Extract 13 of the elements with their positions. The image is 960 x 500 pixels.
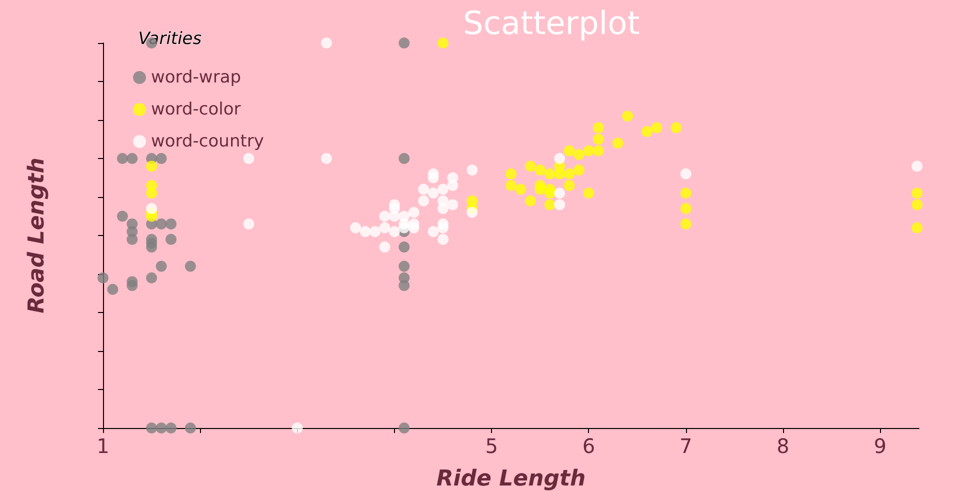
chart-title: Scatterplot	[463, 4, 640, 42]
legend-label: word-wrap	[151, 68, 242, 88]
legend-label: word-country	[151, 132, 264, 152]
x-tick-label: 9	[874, 434, 887, 458]
legend-label: word-color	[151, 100, 241, 120]
y-axis-title: Road Length	[24, 158, 50, 314]
x-tick-label: 5	[485, 434, 498, 458]
x-tick-label: 6	[582, 434, 596, 458]
x-tick-label: 7	[679, 434, 692, 458]
legend-title: Varities	[138, 28, 202, 49]
x-tick-label: 1	[96, 434, 110, 458]
x-axis-title: Ride Length	[436, 466, 586, 492]
x-tick-label: 8	[776, 434, 790, 458]
